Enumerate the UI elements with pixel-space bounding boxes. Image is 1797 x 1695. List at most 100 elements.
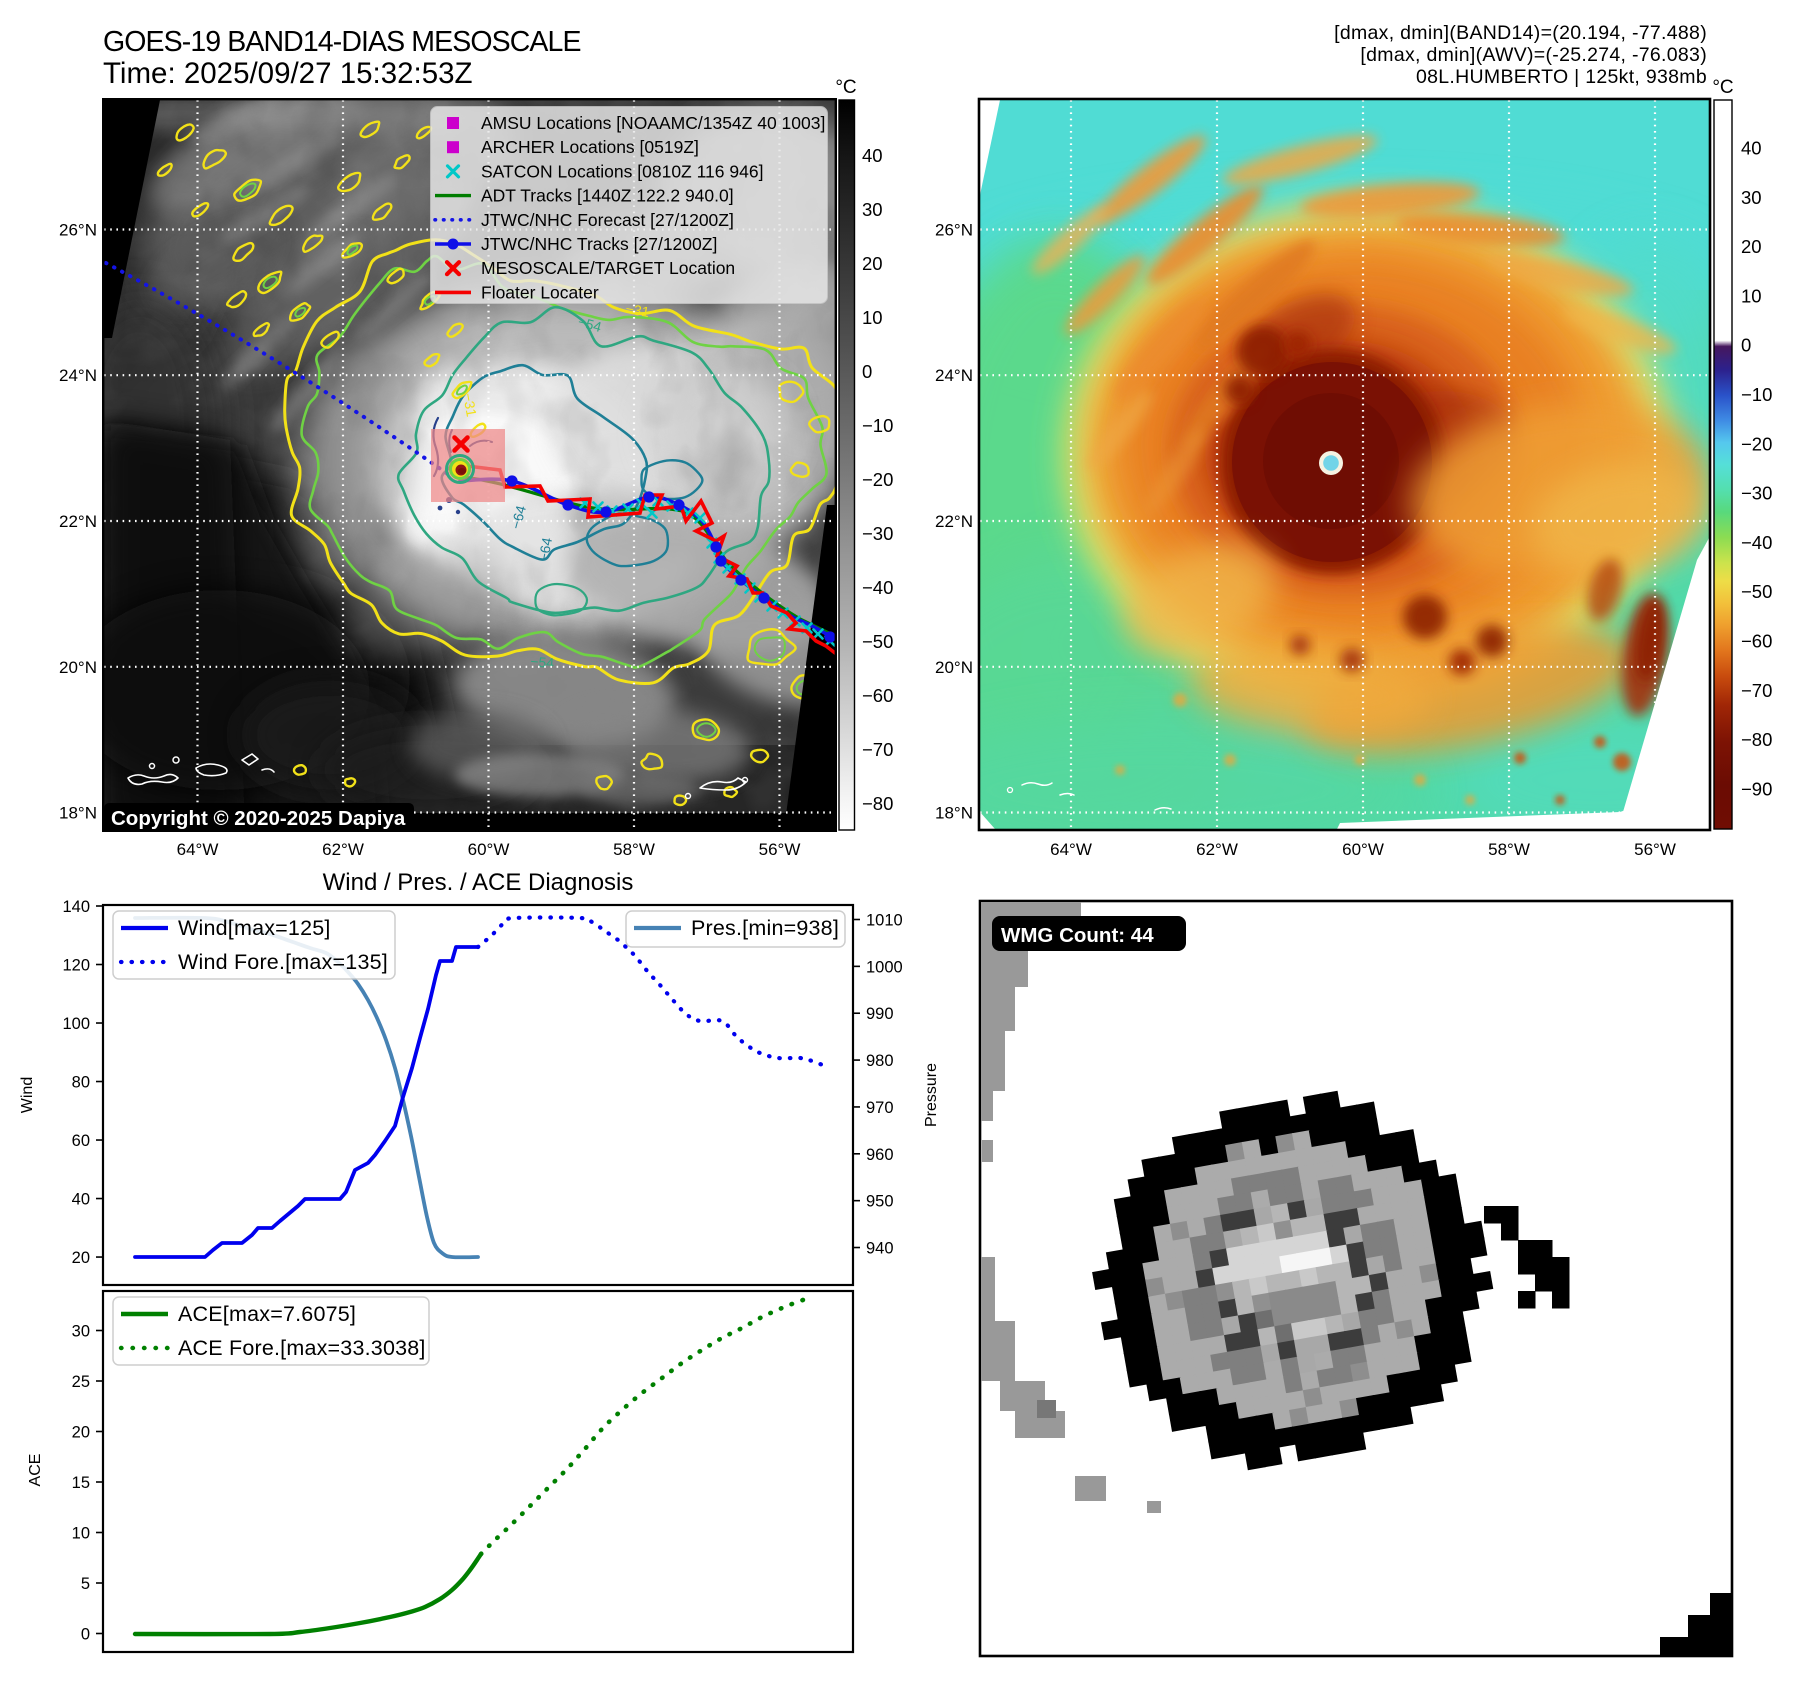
svg-text:−50: −50 xyxy=(862,631,893,652)
svg-text:−30: −30 xyxy=(862,523,893,544)
svg-text:−70: −70 xyxy=(1741,680,1772,701)
svg-text:Wind / Pres. / ACE Diagnosis: Wind / Pres. / ACE Diagnosis xyxy=(323,869,634,896)
svg-text:30: 30 xyxy=(862,199,883,220)
svg-text:0: 0 xyxy=(81,1626,90,1644)
svg-text:ACE Fore.[max=33.3038]: ACE Fore.[max=33.3038] xyxy=(178,1336,426,1360)
svg-text:−20: −20 xyxy=(1741,433,1772,454)
svg-text:30: 30 xyxy=(72,1323,90,1341)
svg-text:56°W: 56°W xyxy=(759,840,801,859)
svg-text:−10: −10 xyxy=(1741,384,1772,405)
svg-text:120: 120 xyxy=(62,957,90,975)
svg-text:−64: −64 xyxy=(535,536,555,562)
svg-text:JTWC/NHC Tracks [27/1200Z]: JTWC/NHC Tracks [27/1200Z] xyxy=(481,234,717,254)
svg-text:40: 40 xyxy=(1741,138,1762,159)
svg-text:30: 30 xyxy=(1741,187,1762,208)
svg-text:SATCON Locations [0810Z 116 94: SATCON Locations [0810Z 116 946] xyxy=(481,161,763,181)
svg-text:60: 60 xyxy=(72,1132,90,1150)
svg-text:Wind Fore.[max=135]: Wind Fore.[max=135] xyxy=(178,950,388,974)
svg-text:64°W: 64°W xyxy=(177,840,219,859)
svg-text:Wind: Wind xyxy=(19,1077,36,1113)
svg-text:62°W: 62°W xyxy=(322,840,364,859)
svg-text:10: 10 xyxy=(862,307,883,328)
svg-text:AMSU Locations [NOAAMC/1354Z 4: AMSU Locations [NOAAMC/1354Z 40 1003] xyxy=(481,113,825,133)
svg-text:20°N: 20°N xyxy=(935,658,973,677)
svg-text:−80: −80 xyxy=(862,793,893,814)
svg-text:−54: −54 xyxy=(530,653,555,671)
svg-text:ARCHER Locations [0519Z]: ARCHER Locations [0519Z] xyxy=(481,137,699,157)
svg-text:20: 20 xyxy=(72,1249,90,1267)
svg-text:Pres.[min=938]: Pres.[min=938] xyxy=(691,916,839,940)
svg-text:60°W: 60°W xyxy=(468,840,510,859)
svg-text:64°W: 64°W xyxy=(1050,840,1092,859)
svg-text:40: 40 xyxy=(72,1191,90,1209)
svg-text:25: 25 xyxy=(72,1373,90,1391)
svg-text:140: 140 xyxy=(62,898,90,916)
svg-text:−31: −31 xyxy=(624,300,650,320)
svg-text:Pressure: Pressure xyxy=(923,1063,940,1127)
svg-text:22°N: 22°N xyxy=(935,512,973,531)
svg-text:58°W: 58°W xyxy=(1488,840,1530,859)
svg-text:−80: −80 xyxy=(1741,729,1772,750)
svg-text:40: 40 xyxy=(862,145,883,166)
svg-text:−60: −60 xyxy=(1741,631,1772,652)
svg-text:−70: −70 xyxy=(862,739,893,760)
svg-text:960: 960 xyxy=(866,1146,894,1164)
svg-text:ADT Tracks [1440Z 122.2 940.0]: ADT Tracks [1440Z 122.2 940.0] xyxy=(481,186,734,206)
svg-text:−40: −40 xyxy=(862,577,893,598)
svg-text:−60: −60 xyxy=(862,685,893,706)
svg-text:62°W: 62°W xyxy=(1196,840,1238,859)
svg-text:80: 80 xyxy=(72,1074,90,1092)
svg-text:20: 20 xyxy=(72,1424,90,1442)
svg-text:GOES-19 BAND14-DIAS MESOSCALE: GOES-19 BAND14-DIAS MESOSCALE xyxy=(103,26,581,58)
svg-text:Time: 2025/09/27 15:32:53Z: Time: 2025/09/27 15:32:53Z xyxy=(103,57,473,90)
svg-text:°C: °C xyxy=(835,77,856,98)
svg-text:0: 0 xyxy=(1741,335,1751,356)
svg-text:°C: °C xyxy=(1712,77,1733,98)
svg-text:58°W: 58°W xyxy=(613,840,655,859)
svg-text:−31: −31 xyxy=(460,392,480,418)
svg-text:1010: 1010 xyxy=(866,912,903,930)
svg-text:ACE: ACE xyxy=(27,1454,44,1487)
svg-text:MESOSCALE/TARGET Location: MESOSCALE/TARGET Location xyxy=(481,258,735,278)
svg-text:0: 0 xyxy=(862,361,872,382)
svg-text:24°N: 24°N xyxy=(935,366,973,385)
svg-text:−64: −64 xyxy=(507,503,529,530)
svg-text:[dmax, dmin](AWV)=(-25.274, -7: [dmax, dmin](AWV)=(-25.274, -76.083) xyxy=(1360,44,1707,66)
svg-text:−30: −30 xyxy=(1741,483,1772,504)
svg-text:20: 20 xyxy=(1741,236,1762,257)
svg-text:ACE[max=7.6075]: ACE[max=7.6075] xyxy=(178,1302,356,1326)
svg-text:10: 10 xyxy=(1741,285,1762,306)
svg-text:Copyright © 2020-2025 Dapiya: Copyright © 2020-2025 Dapiya xyxy=(111,807,406,830)
svg-text:20: 20 xyxy=(862,253,883,274)
svg-text:10: 10 xyxy=(72,1525,90,1543)
svg-text:990: 990 xyxy=(866,1005,894,1023)
svg-text:970: 970 xyxy=(866,1099,894,1117)
svg-text:24°N: 24°N xyxy=(59,366,97,385)
svg-text:5: 5 xyxy=(81,1575,90,1593)
svg-text:−50: −50 xyxy=(1741,581,1772,602)
svg-text:100: 100 xyxy=(62,1015,90,1033)
svg-text:1000: 1000 xyxy=(866,958,903,976)
svg-text:−40: −40 xyxy=(1741,532,1772,553)
svg-text:WMG Count: 44: WMG Count: 44 xyxy=(1001,924,1154,947)
svg-text:26°N: 26°N xyxy=(59,221,97,240)
svg-text:56°W: 56°W xyxy=(1634,840,1676,859)
svg-text:−20: −20 xyxy=(862,469,893,490)
svg-text:20°N: 20°N xyxy=(59,658,97,677)
svg-text:980: 980 xyxy=(866,1052,894,1070)
svg-text:JTWC/NHC Forecast [27/1200Z]: JTWC/NHC Forecast [27/1200Z] xyxy=(481,210,734,230)
svg-text:22°N: 22°N xyxy=(59,512,97,531)
svg-text:940: 940 xyxy=(866,1240,894,1258)
svg-text:60°W: 60°W xyxy=(1342,840,1384,859)
svg-text:08L.HUMBERTO | 125kt, 938mb: 08L.HUMBERTO | 125kt, 938mb xyxy=(1416,66,1707,88)
svg-text:−10: −10 xyxy=(862,415,893,436)
svg-text:18°N: 18°N xyxy=(59,804,97,823)
svg-text:950: 950 xyxy=(866,1193,894,1211)
svg-text:−54: −54 xyxy=(576,313,603,335)
svg-text:15: 15 xyxy=(72,1474,90,1492)
svg-text:18°N: 18°N xyxy=(935,804,973,823)
svg-text:[dmax, dmin](BAND14)=(20.194,: [dmax, dmin](BAND14)=(20.194, -77.488) xyxy=(1334,22,1707,44)
svg-text:−90: −90 xyxy=(1741,778,1772,799)
svg-text:Wind[max=125]: Wind[max=125] xyxy=(178,916,331,940)
svg-text:Floater Locater: Floater Locater xyxy=(481,282,599,302)
